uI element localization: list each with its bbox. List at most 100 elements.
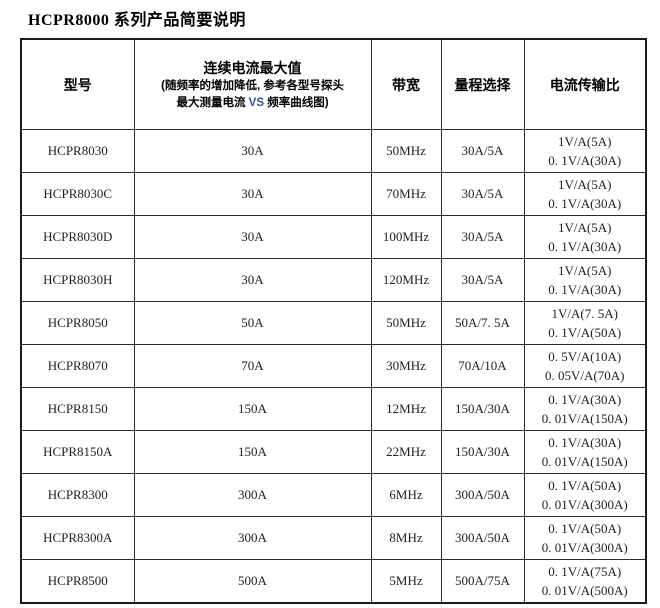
bandwidth-cell: 5MHz xyxy=(370,559,442,604)
ratio-cell: 1V/A(5A) 0. 1V/A(30A) xyxy=(523,129,647,173)
header-model-label: 型号 xyxy=(63,76,92,93)
model-cell: HCPR8050 xyxy=(20,301,135,345)
ratio-line-1: 1V/A(5A) xyxy=(558,177,612,192)
header-range: 量程选择 xyxy=(440,38,525,130)
header-bandwidth-label: 带宽 xyxy=(392,76,420,93)
bandwidth-cell: 22MHz xyxy=(370,430,442,474)
ratio-line-1: 0. 1V/A(30A) xyxy=(548,392,622,407)
table-row: HCPR8300 300A 6MHz 300A/50A 0. 1V/A(50A)… xyxy=(20,473,647,517)
ratio-line-1: 0. 1V/A(30A) xyxy=(548,435,622,450)
header-range-label: 量程选择 xyxy=(454,76,511,93)
current-cell: 30A xyxy=(133,129,372,173)
current-cell: 300A xyxy=(133,516,372,560)
bandwidth-cell: 8MHz xyxy=(370,516,442,560)
ratio-cell: 0. 5V/A(10A) 0. 05V/A(70A) xyxy=(523,344,647,388)
ratio-cell: 0. 1V/A(50A) 0. 01V/A(300A) xyxy=(523,473,647,517)
model-cell: HCPR8030D xyxy=(20,215,135,259)
model-cell: HCPR8070 xyxy=(20,344,135,388)
ratio-line-1: 0. 1V/A(50A) xyxy=(548,478,622,493)
bandwidth-cell: 120MHz xyxy=(370,258,442,302)
range-cell: 300A/50A xyxy=(440,516,525,560)
model-cell: HCPR8030C xyxy=(20,172,135,216)
bandwidth-cell: 50MHz xyxy=(370,301,442,345)
header-current-max-note-line1: (随频率的增加降低, 参考各型号探头 xyxy=(161,79,344,92)
table-row: HCPR8030H 30A 120MHz 30A/5A 1V/A(5A) 0. … xyxy=(20,258,647,302)
bandwidth-cell: 50MHz xyxy=(370,129,442,173)
model-cell: HCPR8150A xyxy=(20,430,135,474)
ratio-cell: 0. 1V/A(75A) 0. 01V/A(500A) xyxy=(523,559,647,604)
header-current-max-title: 连续电流最大值 xyxy=(203,59,302,76)
current-cell: 50A xyxy=(133,301,372,345)
table-row: HCPR8030 30A 50MHz 30A/5A 1V/A(5A) 0. 1V… xyxy=(20,129,647,173)
ratio-line-1: 1V/A(7. 5A) xyxy=(551,306,618,321)
ratio-cell: 1V/A(7. 5A) 0. 1V/A(50A) xyxy=(523,301,647,345)
ratio-cell: 0. 1V/A(30A) 0. 01V/A(150A) xyxy=(523,430,647,474)
range-cell: 500A/75A xyxy=(440,559,525,604)
current-cell: 500A xyxy=(133,559,372,604)
table-header: 型号 连续电流最大值 (随频率的增加降低, 参考各型号探头 最大测量电流 VS … xyxy=(20,38,647,130)
range-cell: 30A/5A xyxy=(440,215,525,259)
product-spec-table: 型号 连续电流最大值 (随频率的增加降低, 参考各型号探头 最大测量电流 VS … xyxy=(20,38,647,604)
ratio-line-1: 0. 1V/A(75A) xyxy=(548,564,622,579)
table-row: HCPR8150A 150A 22MHz 150A/30A 0. 1V/A(30… xyxy=(20,430,647,474)
table-row: HCPR8300A 300A 8MHz 300A/50A 0. 1V/A(50A… xyxy=(20,516,647,560)
range-cell: 150A/30A xyxy=(440,387,525,431)
model-cell: HCPR8300 xyxy=(20,473,135,517)
current-cell: 30A xyxy=(133,172,372,216)
ratio-line-2: 0. 1V/A(30A) xyxy=(548,239,622,254)
header-current-max-note-line2: 最大测量电流 VS 频率曲线图) xyxy=(137,95,369,112)
model-cell: HCPR8300A xyxy=(20,516,135,560)
ratio-line-2: 0. 01V/A(300A) xyxy=(541,540,628,555)
ratio-line-2: 0. 1V/A(30A) xyxy=(548,282,622,297)
current-cell: 150A xyxy=(133,387,372,431)
ratio-line-2: 0. 01V/A(150A) xyxy=(541,454,628,469)
current-cell: 30A xyxy=(133,258,372,302)
current-cell: 70A xyxy=(133,344,372,388)
header-ratio-label: 电流传输比 xyxy=(549,76,620,93)
header-model: 型号 xyxy=(20,38,135,130)
table-row: HCPR8050 50A 50MHz 50A/7. 5A 1V/A(7. 5A)… xyxy=(20,301,647,345)
ratio-cell: 0. 1V/A(30A) 0. 01V/A(150A) xyxy=(523,387,647,431)
model-cell: HCPR8030H xyxy=(20,258,135,302)
note-line2-pre: 最大测量电流 xyxy=(176,96,249,109)
ratio-line-1: 1V/A(5A) xyxy=(558,134,612,149)
ratio-cell: 1V/A(5A) 0. 1V/A(30A) xyxy=(523,258,647,302)
table-row: HCPR8070 70A 30MHz 70A/10A 0. 5V/A(10A) … xyxy=(20,344,647,388)
table-row: HCPR8030D 30A 100MHz 30A/5A 1V/A(5A) 0. … xyxy=(20,215,647,259)
ratio-cell: 0. 1V/A(50A) 0. 01V/A(300A) xyxy=(523,516,647,560)
table-row: HCPR8500 500A 5MHz 500A/75A 0. 1V/A(75A)… xyxy=(20,559,647,604)
range-cell: 50A/7. 5A xyxy=(440,301,525,345)
ratio-line-2: 0. 1V/A(50A) xyxy=(548,325,622,340)
note-line2-vs: VS xyxy=(248,96,264,109)
range-cell: 150A/30A xyxy=(440,430,525,474)
bandwidth-cell: 12MHz xyxy=(370,387,442,431)
table-row: HCPR8030C 30A 70MHz 30A/5A 1V/A(5A) 0. 1… xyxy=(20,172,647,216)
current-cell: 300A xyxy=(133,473,372,517)
bandwidth-cell: 100MHz xyxy=(370,215,442,259)
page-title: HCPR8000 系列产品简要说明 xyxy=(28,12,246,29)
range-cell: 30A/5A xyxy=(440,258,525,302)
ratio-cell: 1V/A(5A) 0. 1V/A(30A) xyxy=(523,172,647,216)
model-cell: HCPR8030 xyxy=(20,129,135,173)
header-bandwidth: 带宽 xyxy=(370,38,442,130)
bandwidth-cell: 30MHz xyxy=(370,344,442,388)
ratio-line-1: 1V/A(5A) xyxy=(558,220,612,235)
bandwidth-cell: 70MHz xyxy=(370,172,442,216)
model-cell: HCPR8150 xyxy=(20,387,135,431)
header-ratio: 电流传输比 xyxy=(523,38,647,130)
current-cell: 30A xyxy=(133,215,372,259)
ratio-line-2: 0. 01V/A(500A) xyxy=(541,583,628,598)
current-cell: 150A xyxy=(133,430,372,474)
ratio-cell: 1V/A(5A) 0. 1V/A(30A) xyxy=(523,215,647,259)
ratio-line-2: 0. 05V/A(70A) xyxy=(545,368,625,383)
range-cell: 30A/5A xyxy=(440,129,525,173)
table-body: HCPR8030 30A 50MHz 30A/5A 1V/A(5A) 0. 1V… xyxy=(20,129,647,604)
header-current-max: 连续电流最大值 (随频率的增加降低, 参考各型号探头 最大测量电流 VS 频率曲… xyxy=(133,38,372,130)
table-row: HCPR8150 150A 12MHz 150A/30A 0. 1V/A(30A… xyxy=(20,387,647,431)
range-cell: 70A/10A xyxy=(440,344,525,388)
ratio-line-1: 1V/A(5A) xyxy=(558,263,612,278)
range-cell: 300A/50A xyxy=(440,473,525,517)
header-row: 型号 连续电流最大值 (随频率的增加降低, 参考各型号探头 最大测量电流 VS … xyxy=(20,38,647,130)
ratio-line-1: 0. 5V/A(10A) xyxy=(548,349,622,364)
